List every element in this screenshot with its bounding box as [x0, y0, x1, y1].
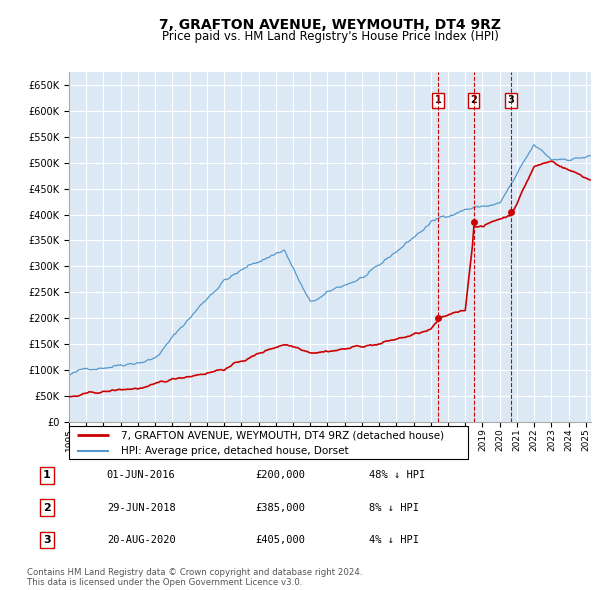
Text: £385,000: £385,000: [255, 503, 305, 513]
Text: Contains HM Land Registry data © Crown copyright and database right 2024.
This d: Contains HM Land Registry data © Crown c…: [27, 568, 362, 587]
Text: Price paid vs. HM Land Registry's House Price Index (HPI): Price paid vs. HM Land Registry's House …: [161, 30, 499, 43]
Text: 7, GRAFTON AVENUE, WEYMOUTH, DT4 9RZ (detached house): 7, GRAFTON AVENUE, WEYMOUTH, DT4 9RZ (de…: [121, 430, 444, 440]
Text: 29-JUN-2018: 29-JUN-2018: [107, 503, 176, 513]
Text: £200,000: £200,000: [255, 470, 305, 480]
Text: 2: 2: [43, 503, 51, 513]
Text: 20-AUG-2020: 20-AUG-2020: [107, 535, 176, 545]
Text: 3: 3: [43, 535, 51, 545]
Text: 4% ↓ HPI: 4% ↓ HPI: [369, 535, 419, 545]
Text: HPI: Average price, detached house, Dorset: HPI: Average price, detached house, Dors…: [121, 446, 349, 455]
Text: 1: 1: [434, 96, 442, 106]
Text: 3: 3: [508, 96, 514, 106]
FancyBboxPatch shape: [69, 426, 468, 459]
Text: £405,000: £405,000: [255, 535, 305, 545]
Text: 1: 1: [43, 470, 51, 480]
Text: 48% ↓ HPI: 48% ↓ HPI: [369, 470, 425, 480]
Text: 7, GRAFTON AVENUE, WEYMOUTH, DT4 9RZ: 7, GRAFTON AVENUE, WEYMOUTH, DT4 9RZ: [159, 18, 501, 32]
Text: 8% ↓ HPI: 8% ↓ HPI: [369, 503, 419, 513]
Text: 2: 2: [470, 96, 477, 106]
Text: 01-JUN-2016: 01-JUN-2016: [107, 470, 176, 480]
